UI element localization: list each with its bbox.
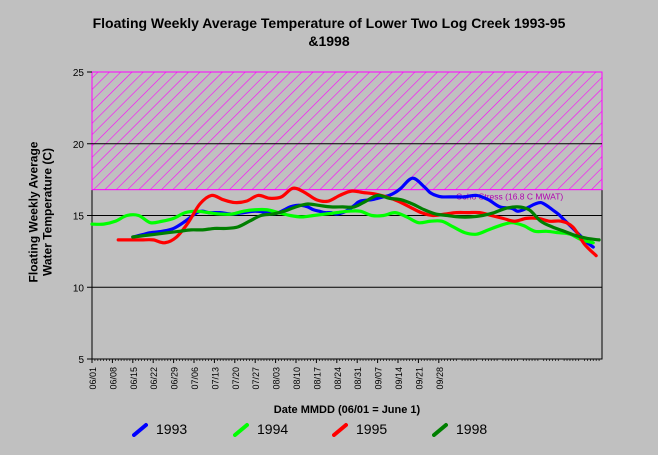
chart-title: Floating Weekly Average Temperature of L…: [0, 14, 658, 50]
y-tick-label: 25: [73, 68, 85, 79]
x-tick-label: 08/10: [292, 367, 302, 390]
stress-zone: [91, 71, 603, 191]
x-tick-label: 06/08: [108, 367, 118, 390]
x-tick-label: 06/29: [170, 367, 180, 390]
legend: 1993 1994 1995 1998: [0, 421, 658, 445]
series-line-1994: [90, 207, 595, 245]
x-tick-label: 09/14: [394, 367, 404, 390]
x-tick-label: 06/01: [88, 367, 98, 390]
series-line-1998: [131, 193, 601, 242]
series-line-1995: [116, 186, 598, 258]
x-tick-label: 07/20: [231, 367, 241, 390]
legend-label: 1994: [257, 421, 289, 437]
x-tick-label: 09/07: [374, 367, 384, 390]
x-tick-label: 08/31: [353, 367, 363, 390]
legend-swatch: [432, 423, 448, 437]
x-tick-label: 09/28: [435, 367, 445, 390]
legend-item-1995: 1995: [332, 421, 387, 437]
x-tick-label: 08/17: [312, 367, 322, 390]
x-tick-label: 07/13: [210, 367, 220, 390]
x-tick-label: 08/03: [272, 367, 282, 390]
legend-swatch: [332, 423, 348, 437]
legend-label: 1995: [356, 421, 388, 437]
legend-swatch: [132, 423, 148, 437]
legend-label: 1998: [456, 421, 488, 437]
x-axis-label: Date MMDD (06/01 = June 1): [273, 404, 421, 416]
legend-item-1994: 1994: [233, 421, 288, 437]
x-tick-label: 06/22: [149, 367, 159, 390]
y-tick-label: 10: [73, 283, 85, 294]
legend-swatch: [233, 423, 249, 437]
y-tick-label: 5: [78, 355, 84, 366]
legend-item-1993: 1993: [132, 421, 187, 437]
x-tick-label: 08/24: [333, 367, 343, 390]
x-tick-label: 07/06: [190, 367, 200, 390]
x-tick-label: 06/15: [129, 367, 139, 390]
chart-title-line-2: &1998: [308, 33, 350, 49]
x-tick-label: 07/27: [251, 367, 261, 390]
legend-item-1998: 1998: [432, 421, 487, 437]
y-tick-label: 20: [73, 140, 85, 151]
x-tick-label: 09/21: [414, 367, 424, 390]
chart-title-line-1: Floating Weekly Average Temperature of L…: [92, 15, 566, 31]
y-tick-label: 15: [73, 212, 85, 223]
stress-zone-label: Coho Stress (16.8 C MWAT): [456, 192, 563, 202]
legend-label: 1993: [156, 421, 188, 437]
